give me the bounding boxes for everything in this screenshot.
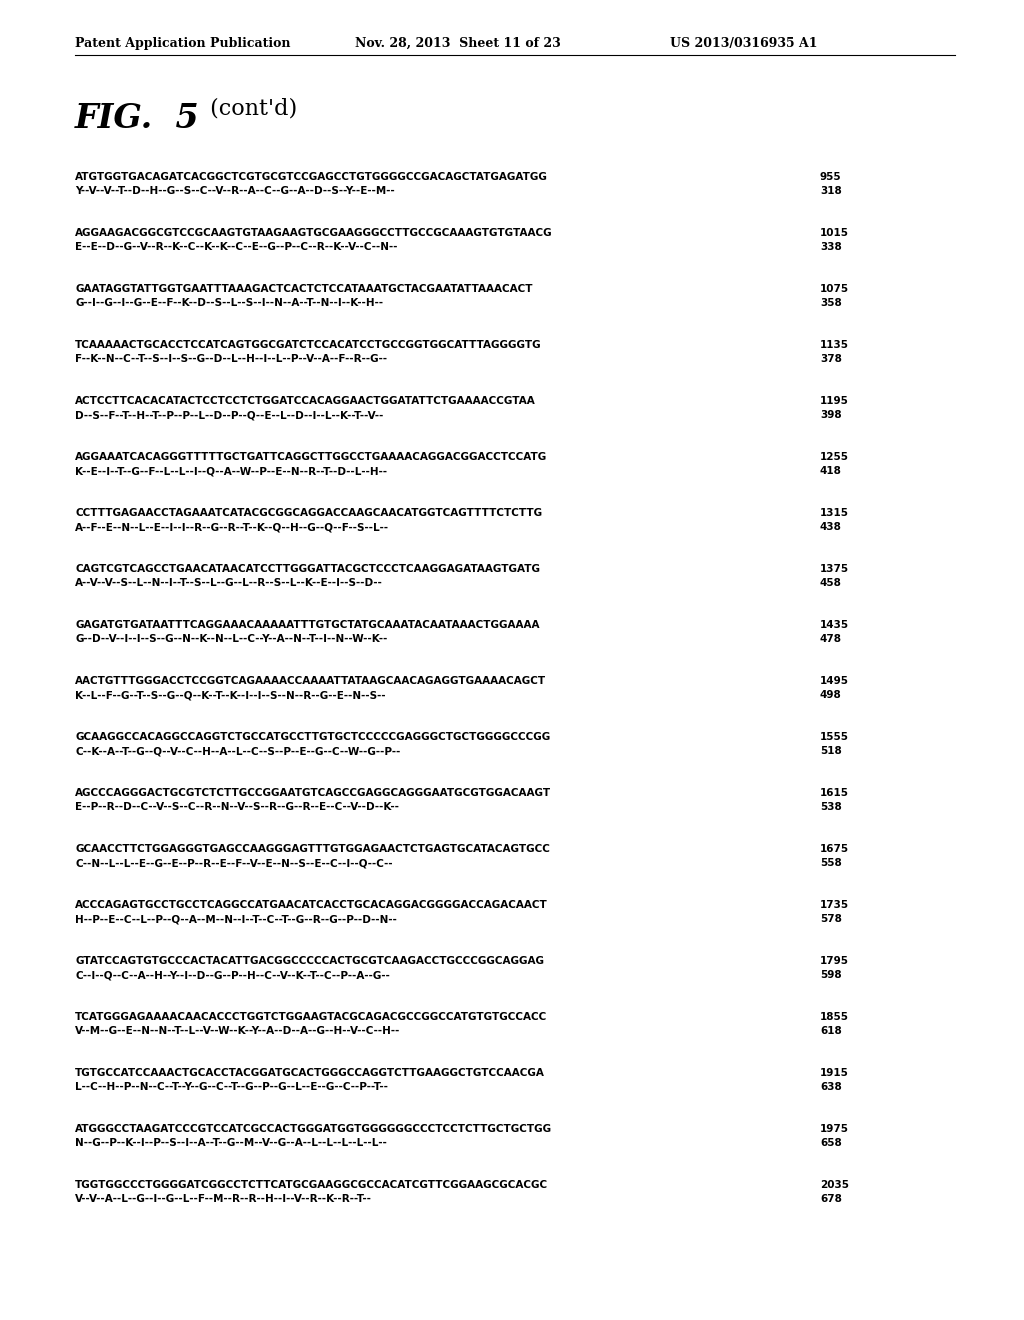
Text: A--F--E--N--L--E--I--I--R--G--R--T--K--Q--H--G--Q--F--S--L--: A--F--E--N--L--E--I--I--R--G--R--T--K--Q… xyxy=(75,521,389,532)
Text: GCAAGGCCACAGGCCAGGTCTGCCATGCCTTGTGCTCCCCCGAGGGCTGCTGGGGCCCGG: GCAAGGCCACAGGCCAGGTCTGCCATGCCTTGTGCTCCCC… xyxy=(75,733,550,742)
Text: 398: 398 xyxy=(820,411,842,420)
Text: 2035: 2035 xyxy=(820,1180,849,1191)
Text: 678: 678 xyxy=(820,1195,842,1204)
Text: V--M--G--E--N--N--T--L--V--W--K--Y--A--D--A--G--H--V--C--H--: V--M--G--E--N--N--T--L--V--W--K--Y--A--D… xyxy=(75,1026,400,1036)
Text: 318: 318 xyxy=(820,186,842,195)
Text: 458: 458 xyxy=(820,578,842,587)
Text: 1315: 1315 xyxy=(820,508,849,517)
Text: (cont'd): (cont'd) xyxy=(203,98,297,120)
Text: AACTGTTTGGGACCTCCGGTCAGAAAACCAAAATTATAAGCAACAGAGGTGAAAACAGCT: AACTGTTTGGGACCTCCGGTCAGAAAACCAAAATTATAAG… xyxy=(75,676,546,686)
Text: TCATGGGAGAAAACAACACCCTGGTCTGGAAGTACGCAGACGCCGGCCATGTGTGCCACC: TCATGGGAGAAAACAACACCCTGGTCTGGAAGTACGCAGA… xyxy=(75,1012,547,1022)
Text: AGGAAGACGGCGTCCGCAAGTGTAAGAAGTGCGAAGGGCCTTGCCGCAAAGTGTGTAACG: AGGAAGACGGCGTCCGCAAGTGTAAGAAGTGCGAAGGGCC… xyxy=(75,228,553,238)
Text: 1675: 1675 xyxy=(820,843,849,854)
Text: GCAACCTTCTGGAGGGTGAGCCAAGGGAGTTTGTGGAGAACTCTGAGTGCATACAGTGCC: GCAACCTTCTGGAGGGTGAGCCAAGGGAGTTTGTGGAGAA… xyxy=(75,843,550,854)
Text: Patent Application Publication: Patent Application Publication xyxy=(75,37,291,50)
Text: 1015: 1015 xyxy=(820,228,849,238)
Text: 1735: 1735 xyxy=(820,900,849,909)
Text: Y--V--V--T--D--H--G--S--C--V--R--A--C--G--A--D--S--Y--E--M--: Y--V--V--T--D--H--G--S--C--V--R--A--C--G… xyxy=(75,186,394,195)
Text: 1375: 1375 xyxy=(820,564,849,574)
Text: G--I--G--I--G--E--F--K--D--S--L--S--I--N--A--T--N--I--K--H--: G--I--G--I--G--E--F--K--D--S--L--S--I--N… xyxy=(75,298,383,308)
Text: TCAAAAACTGCACCTCCATCAGTGGCGATCTCCACATCCTGCCGGTGGCATTTAGGGGTG: TCAAAAACTGCACCTCCATCAGTGGCGATCTCCACATCCT… xyxy=(75,341,542,350)
Text: CCTTTGAGAACCTAGAAATCATACGCGGCAGGACCAAGCAACATGGTCAGTTTTCTCTTG: CCTTTGAGAACCTAGAAATCATACGCGGCAGGACCAAGCA… xyxy=(75,508,542,517)
Text: Nov. 28, 2013  Sheet 11 of 23: Nov. 28, 2013 Sheet 11 of 23 xyxy=(355,37,561,50)
Text: 598: 598 xyxy=(820,970,842,979)
Text: AGGAAATCACAGGGTTTTTGCTGATTCAGGCTTGGCCTGAAAACAGGACGGACCTCCATG: AGGAAATCACAGGGTTTTTGCTGATTCAGGCTTGGCCTGA… xyxy=(75,451,547,462)
Text: L--C--H--P--N--C--T--Y--G--C--T--G--P--G--L--E--G--C--P--T--: L--C--H--P--N--C--T--Y--G--C--T--G--P--G… xyxy=(75,1082,388,1092)
Text: 578: 578 xyxy=(820,913,842,924)
Text: E--P--R--D--C--V--S--C--R--N--V--S--R--G--R--E--C--V--D--K--: E--P--R--D--C--V--S--C--R--N--V--S--R--G… xyxy=(75,803,399,812)
Text: 358: 358 xyxy=(820,298,842,308)
Text: 1495: 1495 xyxy=(820,676,849,686)
Text: AGCCCAGGGACTGCGTCTCTTGCCGGAATGTCAGCCGAGGCAGGGAATGCGTGGACAAGT: AGCCCAGGGACTGCGTCTCTTGCCGGAATGTCAGCCGAGG… xyxy=(75,788,551,799)
Text: 638: 638 xyxy=(820,1082,842,1092)
Text: G--D--V--I--I--S--G--N--K--N--L--C--Y--A--N--T--I--N--W--K--: G--D--V--I--I--S--G--N--K--N--L--C--Y--A… xyxy=(75,634,387,644)
Text: 1975: 1975 xyxy=(820,1125,849,1134)
Text: K--E--I--T--G--F--L--L--I--Q--A--W--P--E--N--R--T--D--L--H--: K--E--I--T--G--F--L--L--I--Q--A--W--P--E… xyxy=(75,466,387,477)
Text: 518: 518 xyxy=(820,746,842,756)
Text: ACTCCTTCACACATACTCCTCCTCTGGATCCACAGGAACTGGATATTCTGAAAACCGTAA: ACTCCTTCACACATACTCCTCCTCTGGATCCACAGGAACT… xyxy=(75,396,536,407)
Text: 1795: 1795 xyxy=(820,956,849,966)
Text: 1915: 1915 xyxy=(820,1068,849,1078)
Text: C--N--L--L--E--G--E--P--R--E--F--V--E--N--S--E--C--I--Q--C--: C--N--L--L--E--G--E--P--R--E--F--V--E--N… xyxy=(75,858,392,869)
Text: 1135: 1135 xyxy=(820,341,849,350)
Text: 378: 378 xyxy=(820,354,842,364)
Text: 1195: 1195 xyxy=(820,396,849,407)
Text: TGGTGGCCCTGGGGATCGGCCTCTTCATGCGAAGGCGCCACATCGTTCGGAAGCGCACGC: TGGTGGCCCTGGGGATCGGCCTCTTCATGCGAAGGCGCCA… xyxy=(75,1180,548,1191)
Text: C--K--A--T--G--Q--V--C--H--A--L--C--S--P--E--G--C--W--G--P--: C--K--A--T--G--Q--V--C--H--A--L--C--S--P… xyxy=(75,746,400,756)
Text: GAATAGGTATTGGTGAATTTAAAGACTCACTCTCCATAAATGCTACGAATATTAAACACT: GAATAGGTATTGGTGAATTTAAAGACTCACTCTCCATAAA… xyxy=(75,284,532,294)
Text: GAGATGTGATAATTTCAGGAAACAAAAATTTGTGCTATGCAAATACAATAAACTGGAAAA: GAGATGTGATAATTTCAGGAAACAAAAATTTGTGCTATGC… xyxy=(75,620,540,630)
Text: 478: 478 xyxy=(820,634,842,644)
Text: 1555: 1555 xyxy=(820,733,849,742)
Text: GTATCCAGTGTGCCCACTACATTGACGGCCCCCACTGCGTCAAGACCTGCCCGGCAGGAG: GTATCCAGTGTGCCCACTACATTGACGGCCCCCACTGCGT… xyxy=(75,956,544,966)
Text: 658: 658 xyxy=(820,1138,842,1148)
Text: H--P--E--C--L--P--Q--A--M--N--I--T--C--T--G--R--G--P--D--N--: H--P--E--C--L--P--Q--A--M--N--I--T--C--T… xyxy=(75,913,397,924)
Text: 438: 438 xyxy=(820,521,842,532)
Text: F--K--N--C--T--S--I--S--G--D--L--H--I--L--P--V--A--F--R--G--: F--K--N--C--T--S--I--S--G--D--L--H--I--L… xyxy=(75,354,387,364)
Text: 498: 498 xyxy=(820,690,842,700)
Text: FIG.  5: FIG. 5 xyxy=(75,102,200,135)
Text: US 2013/0316935 A1: US 2013/0316935 A1 xyxy=(670,37,817,50)
Text: V--V--A--L--G--I--G--L--F--M--R--R--H--I--V--R--K--R--T--: V--V--A--L--G--I--G--L--F--M--R--R--H--I… xyxy=(75,1195,372,1204)
Text: E--E--D--G--V--R--K--C--K--K--C--E--G--P--C--R--K--V--C--N--: E--E--D--G--V--R--K--C--K--K--C--E--G--P… xyxy=(75,242,397,252)
Text: A--V--V--S--L--N--I--T--S--L--G--L--R--S--L--K--E--I--S--D--: A--V--V--S--L--N--I--T--S--L--G--L--R--S… xyxy=(75,578,383,587)
Text: 338: 338 xyxy=(820,242,842,252)
Text: 538: 538 xyxy=(820,803,842,812)
Text: 418: 418 xyxy=(820,466,842,477)
Text: 1435: 1435 xyxy=(820,620,849,630)
Text: K--L--F--G--T--S--G--Q--K--T--K--I--I--S--N--R--G--E--N--S--: K--L--F--G--T--S--G--Q--K--T--K--I--I--S… xyxy=(75,690,386,700)
Text: 1255: 1255 xyxy=(820,451,849,462)
Text: CAGTCGTCAGCCTGAACATAACATCCTTGGGATTACGCTCCCTCAAGGAGATAAGTGATG: CAGTCGTCAGCCTGAACATAACATCCTTGGGATTACGCTC… xyxy=(75,564,540,574)
Text: ATGGGCCTAAGATCCCGTCCATCGCCACTGGGATGGTGGGGGGCCCTCCTCTTGCTGCTGG: ATGGGCCTAAGATCCCGTCCATCGCCACTGGGATGGTGGG… xyxy=(75,1125,552,1134)
Text: 558: 558 xyxy=(820,858,842,869)
Text: 955: 955 xyxy=(820,172,842,182)
Text: TGTGCCATCCAAACTGCACCTACGGATGCACTGGGCCAGGTCTTGAAGGCTGTCCAACGA: TGTGCCATCCAAACTGCACCTACGGATGCACTGGGCCAGG… xyxy=(75,1068,545,1078)
Text: ACCCAGAGTGCCTGCCTCAGGCCATGAACATCACCTGCACAGGACGGGGACCAGACAACT: ACCCAGAGTGCCTGCCTCAGGCCATGAACATCACCTGCAC… xyxy=(75,900,548,909)
Text: 1615: 1615 xyxy=(820,788,849,799)
Text: 618: 618 xyxy=(820,1026,842,1036)
Text: C--I--Q--C--A--H--Y--I--D--G--P--H--C--V--K--T--C--P--A--G--: C--I--Q--C--A--H--Y--I--D--G--P--H--C--V… xyxy=(75,970,390,979)
Text: ATGTGGTGACAGATCACGGCTCGTGCGTCCGAGCCTGTGGGGCCGACAGCTATGAGATGG: ATGTGGTGACAGATCACGGCTCGTGCGTCCGAGCCTGTGG… xyxy=(75,172,548,182)
Text: N--G--P--K--I--P--S--I--A--T--G--M--V--G--A--L--L--L--L--L--: N--G--P--K--I--P--S--I--A--T--G--M--V--G… xyxy=(75,1138,387,1148)
Text: 1855: 1855 xyxy=(820,1012,849,1022)
Text: D--S--F--T--H--T--P--P--L--D--P--Q--E--L--D--I--L--K--T--V--: D--S--F--T--H--T--P--P--L--D--P--Q--E--L… xyxy=(75,411,383,420)
Text: 1075: 1075 xyxy=(820,284,849,294)
